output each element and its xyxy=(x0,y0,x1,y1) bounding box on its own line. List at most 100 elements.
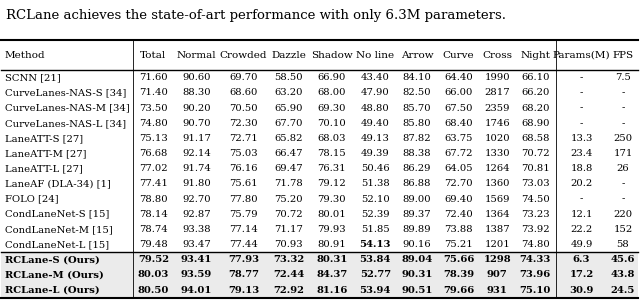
Text: 53.84: 53.84 xyxy=(360,255,391,264)
Text: 91.74: 91.74 xyxy=(182,164,211,173)
Text: 7.5: 7.5 xyxy=(615,73,631,82)
Text: 907: 907 xyxy=(487,270,508,279)
Text: 68.20: 68.20 xyxy=(521,104,550,113)
Text: 81.16: 81.16 xyxy=(316,285,348,294)
Text: 70.10: 70.10 xyxy=(317,119,346,128)
Text: 79.12: 79.12 xyxy=(317,179,346,188)
Text: 78.39: 78.39 xyxy=(443,270,474,279)
Text: 30.9: 30.9 xyxy=(570,285,594,294)
Bar xyxy=(1,40,639,70)
Text: 79.66: 79.66 xyxy=(443,285,474,294)
Text: 70.50: 70.50 xyxy=(229,104,258,113)
Text: 92.70: 92.70 xyxy=(182,194,211,204)
Text: 171: 171 xyxy=(613,149,632,158)
Text: 76.68: 76.68 xyxy=(140,149,168,158)
Bar xyxy=(1,146,639,161)
Text: CurveLanes-NAS-M [34]: CurveLanes-NAS-M [34] xyxy=(4,104,129,113)
Bar xyxy=(1,252,639,267)
Text: 49.39: 49.39 xyxy=(361,149,390,158)
Text: 68.03: 68.03 xyxy=(317,134,346,143)
Text: 71.17: 71.17 xyxy=(275,225,303,234)
Text: 78.77: 78.77 xyxy=(228,270,259,279)
Text: Method: Method xyxy=(4,51,45,60)
Text: 65.82: 65.82 xyxy=(275,134,303,143)
Text: Crowded: Crowded xyxy=(220,51,268,60)
Text: -: - xyxy=(580,119,583,128)
Text: 1387: 1387 xyxy=(484,225,510,234)
Text: 1746: 1746 xyxy=(484,119,510,128)
Text: 78.74: 78.74 xyxy=(139,225,168,234)
Text: 26: 26 xyxy=(616,164,629,173)
Bar xyxy=(1,176,639,191)
Text: 69.47: 69.47 xyxy=(275,164,303,173)
Bar xyxy=(1,207,639,222)
Text: 1020: 1020 xyxy=(484,134,510,143)
Text: -: - xyxy=(621,119,625,128)
Text: 72.71: 72.71 xyxy=(229,134,258,143)
Text: 75.66: 75.66 xyxy=(443,255,474,264)
Text: LaneATT-M [27]: LaneATT-M [27] xyxy=(4,149,86,158)
Text: 54.13: 54.13 xyxy=(360,240,391,249)
Text: 77.41: 77.41 xyxy=(139,179,168,188)
Text: 73.92: 73.92 xyxy=(521,225,550,234)
Text: 89.04: 89.04 xyxy=(401,255,433,264)
Text: 76.31: 76.31 xyxy=(317,164,346,173)
Text: 68.90: 68.90 xyxy=(521,119,550,128)
Text: 49.9: 49.9 xyxy=(570,240,593,249)
Text: 1360: 1360 xyxy=(484,179,510,188)
Text: 58: 58 xyxy=(616,240,629,249)
Text: 12.1: 12.1 xyxy=(570,210,593,219)
Bar xyxy=(1,282,639,297)
Text: 931: 931 xyxy=(486,285,508,294)
Text: 43.8: 43.8 xyxy=(611,270,635,279)
Text: -: - xyxy=(580,88,583,98)
Text: 1264: 1264 xyxy=(484,164,510,173)
Text: 220: 220 xyxy=(613,210,632,219)
Text: 77.80: 77.80 xyxy=(229,194,258,204)
Bar xyxy=(1,191,639,207)
Text: 63.75: 63.75 xyxy=(444,134,473,143)
Text: 78.14: 78.14 xyxy=(139,210,168,219)
Bar xyxy=(1,237,639,252)
Text: 70.81: 70.81 xyxy=(521,164,550,173)
Text: 79.30: 79.30 xyxy=(317,194,346,204)
Text: LaneATT-L [27]: LaneATT-L [27] xyxy=(4,164,83,173)
Bar xyxy=(1,70,639,85)
Bar xyxy=(1,161,639,176)
Text: 67.50: 67.50 xyxy=(444,104,473,113)
Text: 68.40: 68.40 xyxy=(444,119,473,128)
Text: 72.40: 72.40 xyxy=(444,210,473,219)
Text: 49.13: 49.13 xyxy=(361,134,390,143)
Text: Normal: Normal xyxy=(177,51,216,60)
Text: 75.61: 75.61 xyxy=(229,179,258,188)
Text: 1201: 1201 xyxy=(484,240,510,249)
Text: 73.23: 73.23 xyxy=(521,210,550,219)
Text: 78.15: 78.15 xyxy=(317,149,346,158)
Text: 93.41: 93.41 xyxy=(181,255,212,264)
Text: 1330: 1330 xyxy=(484,149,510,158)
Text: 85.70: 85.70 xyxy=(403,104,431,113)
Text: 90.31: 90.31 xyxy=(401,270,433,279)
Text: 89.89: 89.89 xyxy=(403,225,431,234)
Text: 79.13: 79.13 xyxy=(228,285,259,294)
Bar xyxy=(1,267,639,282)
Text: 72.30: 72.30 xyxy=(229,119,258,128)
Text: 88.38: 88.38 xyxy=(403,149,431,158)
Text: 78.80: 78.80 xyxy=(139,194,168,204)
Text: 79.48: 79.48 xyxy=(139,240,168,249)
Text: 90.70: 90.70 xyxy=(182,119,211,128)
Text: 58.50: 58.50 xyxy=(275,73,303,82)
Text: 71.78: 71.78 xyxy=(275,179,303,188)
Text: 24.5: 24.5 xyxy=(611,285,635,294)
Text: 18.8: 18.8 xyxy=(570,164,593,173)
Text: -: - xyxy=(621,88,625,98)
Text: 75.79: 75.79 xyxy=(229,210,258,219)
Text: No line: No line xyxy=(356,51,394,60)
Text: 13.3: 13.3 xyxy=(570,134,593,143)
Text: 1364: 1364 xyxy=(484,210,510,219)
Text: 70.72: 70.72 xyxy=(521,149,550,158)
Text: 73.50: 73.50 xyxy=(139,104,168,113)
Text: 69.70: 69.70 xyxy=(229,73,258,82)
Text: Shadow: Shadow xyxy=(311,51,353,60)
Text: 66.47: 66.47 xyxy=(275,149,303,158)
